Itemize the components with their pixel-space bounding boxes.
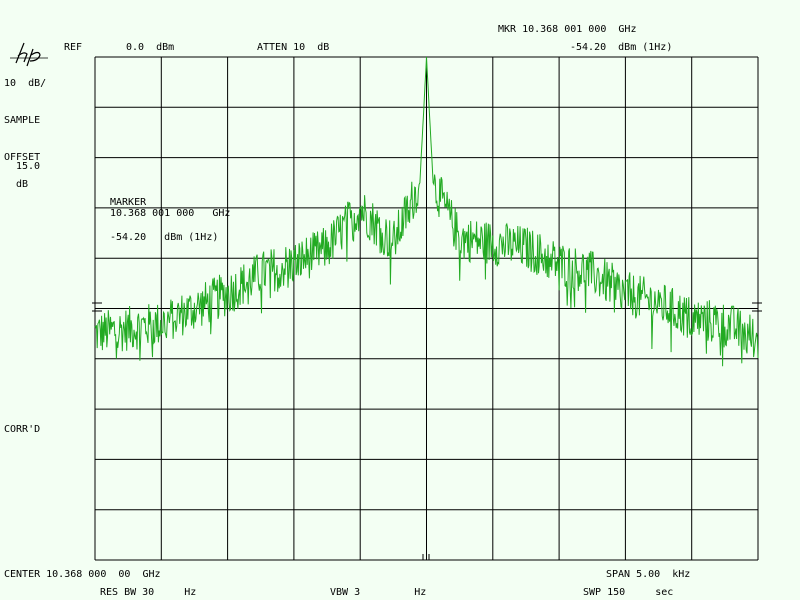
- span: SPAN 5.00 kHz: [606, 569, 691, 580]
- spectrum-trace: [94, 56, 759, 367]
- correction-status: CORR'D: [4, 424, 41, 435]
- detector-mode: SAMPLE: [4, 115, 41, 126]
- video-bandwidth: VBW 3 Hz: [330, 587, 427, 598]
- marker-box-frequency: 10.368 001 000 GHz: [110, 208, 231, 219]
- offset-value: 15.0: [16, 161, 41, 172]
- center-frequency: CENTER 10.368 000 00 GHz: [4, 569, 161, 580]
- marker-box-level: -54.20 dBm (1Hz): [110, 232, 219, 243]
- marker-box-title: MARKER: [110, 197, 147, 208]
- offset-label: OFFSET: [4, 152, 41, 163]
- resolution-bandwidth: RES BW 30 Hz: [100, 587, 197, 598]
- graticule: [94, 56, 759, 561]
- ref-level: 0.0 dBm: [126, 42, 175, 53]
- offset-unit: dB: [16, 179, 29, 190]
- attenuation: ATTEN 10 dB: [257, 42, 330, 53]
- scale-per-division: 10 dB/: [4, 78, 47, 89]
- marker-frequency-readout: MKR 10.368 001 000 GHz: [498, 24, 637, 35]
- marker-level-readout: -54.20 dBm (1Hz): [570, 42, 673, 53]
- hp-logo: [10, 42, 48, 67]
- sweep-time: SWP 150 sec: [583, 587, 674, 598]
- reference-marks: [92, 302, 762, 560]
- ref-label: REF: [64, 42, 83, 53]
